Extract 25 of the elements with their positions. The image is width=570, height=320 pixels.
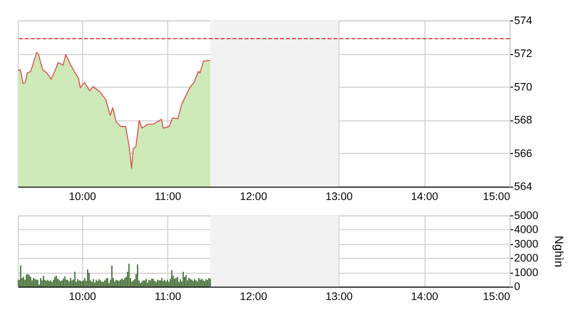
x-tick-label: 11:00 <box>154 290 182 303</box>
y-tick-label: 0 <box>514 281 520 294</box>
x-tick-label: 14:00 <box>410 290 438 303</box>
x-tick-label: 10:00 <box>68 191 96 204</box>
y-tick-label: 570 <box>514 81 532 94</box>
x-tick-label: 11:00 <box>154 191 182 204</box>
x-tick-label: 14:00 <box>410 191 438 204</box>
x-tick-label: 10:00 <box>68 290 96 303</box>
y-tick-label: 4000 <box>514 224 538 236</box>
y-tick-label: 568 <box>514 114 532 127</box>
x-tick-label: 12:00 <box>240 290 268 303</box>
y-tick-label: 574 <box>514 14 532 27</box>
x-tick-label: 13:00 <box>325 191 353 204</box>
y-tick-label: 566 <box>514 148 532 160</box>
y-tick-label: 5000 <box>514 210 538 222</box>
x-tick-label: 15:00 <box>482 191 510 204</box>
y-tick-label: 572 <box>514 48 532 60</box>
x-tick-label: 15:00 <box>482 290 510 303</box>
y-axis-title: Nghìn <box>552 236 566 268</box>
y-tick-label: 1000 <box>514 266 538 279</box>
y-tick-label: 3000 <box>514 238 538 250</box>
y-tick-label: 564 <box>514 181 532 194</box>
y-tick-label: 2000 <box>514 252 538 265</box>
x-tick-label: 13:00 <box>325 290 353 303</box>
x-tick-label: 12:00 <box>240 191 268 204</box>
